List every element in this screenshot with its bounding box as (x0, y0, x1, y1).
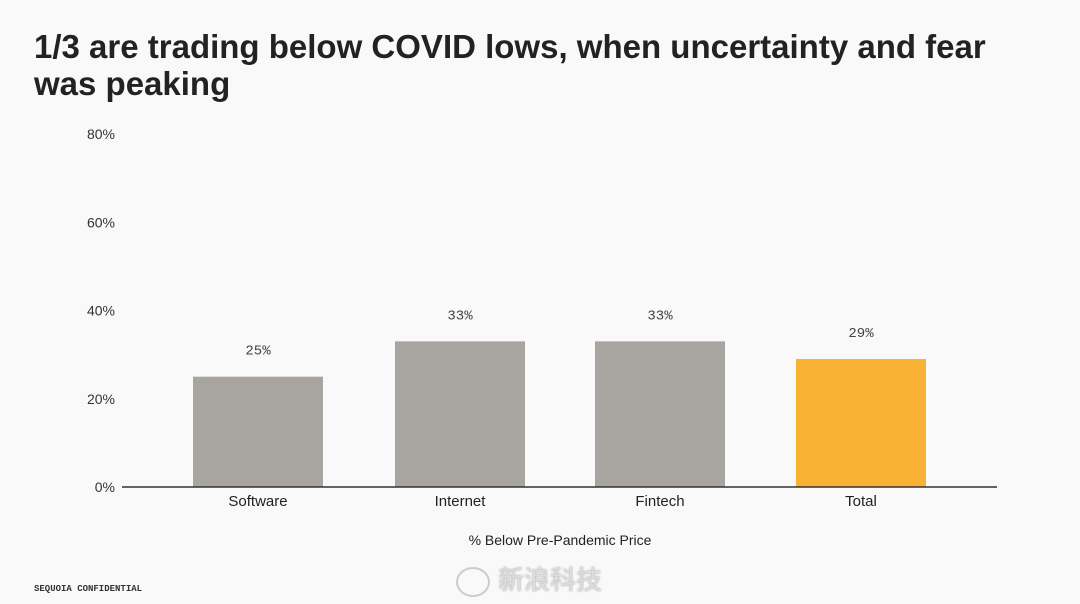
y-tick-label: 40% (87, 303, 115, 319)
bar-total (796, 359, 926, 487)
bar-fintech (595, 341, 725, 487)
data-label: 25% (245, 344, 271, 360)
y-tick-label: 80% (87, 126, 115, 142)
watermark: 新浪科技 (456, 560, 602, 597)
footer-confidential: SEQUOIA CONFIDENTIAL (34, 584, 143, 594)
y-tick-label: 0% (95, 479, 115, 495)
y-tick-label: 20% (87, 391, 115, 407)
y-tick-label: 60% (87, 214, 115, 230)
x-axis-title: % Below Pre-Pandemic Price (469, 532, 652, 548)
x-tick-label: Software (228, 493, 287, 510)
bar-internet (395, 341, 525, 487)
data-label: 29% (848, 326, 874, 342)
weibo-logo-icon (456, 566, 490, 597)
x-tick-label: Total (845, 493, 877, 510)
x-tick-label: Internet (435, 493, 487, 510)
page-title: 1/3 are trading below COVID lows, when u… (34, 28, 986, 102)
x-tick-label: Fintech (635, 493, 684, 510)
bar-software (193, 376, 323, 487)
data-label: 33% (647, 308, 673, 324)
data-label: 33% (447, 308, 473, 324)
